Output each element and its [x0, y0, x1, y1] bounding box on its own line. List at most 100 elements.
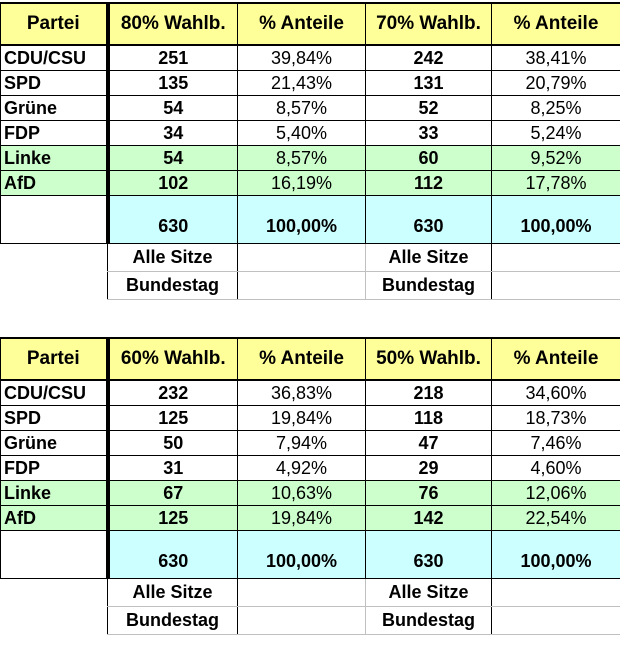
party-name: Grüne [0, 94, 110, 121]
seats-b: 131 [365, 69, 492, 96]
share-b: 4,60% [491, 454, 620, 481]
share-b: 7,46% [491, 429, 620, 456]
table-row: CDU/CSU 251 39,84% 242 38,41% [0, 44, 620, 71]
total-label-empty [0, 194, 110, 244]
footer-empty-cell [237, 270, 366, 300]
footer-label-b: Alle Sitze [365, 242, 492, 272]
party-name: Grüne [0, 429, 110, 456]
header-turnout-b: 70% Wahlb. [365, 2, 492, 46]
footer-empty [1, 578, 108, 606]
share-b: 34,60% [491, 379, 620, 406]
footer-row: Bundestag Bundestag [1, 270, 620, 300]
header-share-b: % Anteile [491, 337, 620, 381]
footer-row: Bundestag Bundestag [1, 605, 620, 635]
seats-b: 118 [365, 404, 492, 431]
share-b: 9,52% [491, 144, 620, 171]
seats-a: 125 [107, 404, 238, 431]
party-name: AfD [0, 504, 110, 531]
footer-row: Alle Sitze Alle Sitze [1, 242, 620, 272]
footer-row: Alle Sitze Alle Sitze [1, 577, 620, 607]
footer-empty-cell [237, 242, 366, 272]
total-share-a: 100,00% [237, 529, 366, 579]
seats-a: 102 [107, 169, 238, 196]
share-a: 39,84% [237, 44, 366, 71]
share-b: 18,73% [491, 404, 620, 431]
party-name: CDU/CSU [0, 44, 110, 71]
header-share-a: % Anteile [237, 337, 366, 381]
seats-b: 112 [365, 169, 492, 196]
party-name: FDP [0, 454, 110, 481]
header-turnout-b: 50% Wahlb. [365, 337, 492, 381]
footer-empty [1, 243, 108, 271]
table-row: AfD 102 16,19% 112 17,78% [0, 169, 620, 196]
seats-b: 60 [365, 144, 492, 171]
footer-label-a: Alle Sitze [107, 242, 238, 272]
share-a: 5,40% [237, 119, 366, 146]
total-row: 630 100,00% 630 100,00% [0, 194, 620, 244]
share-b: 8,25% [491, 94, 620, 121]
share-a: 36,83% [237, 379, 366, 406]
seats-b: 76 [365, 479, 492, 506]
header-share-b: % Anteile [491, 2, 620, 46]
seats-a: 54 [107, 94, 238, 121]
total-seats-a: 630 [107, 194, 238, 244]
seat-distribution-table: Partei 80% Wahlb. % Anteile 70% Wahlb. %… [0, 2, 620, 300]
seats-b: 142 [365, 504, 492, 531]
share-b: 12,06% [491, 479, 620, 506]
header-party: Partei [0, 2, 110, 46]
table-row: AfD 125 19,84% 142 22,54% [0, 504, 620, 531]
seats-b: 29 [365, 454, 492, 481]
party-name: Linke [0, 144, 110, 171]
party-name: SPD [0, 69, 110, 96]
seats-a: 31 [107, 454, 238, 481]
party-name: CDU/CSU [0, 379, 110, 406]
footer-empty [1, 271, 108, 299]
share-a: 21,43% [237, 69, 366, 96]
seats-a: 54 [107, 144, 238, 171]
total-share-a: 100,00% [237, 194, 366, 244]
seats-a: 125 [107, 504, 238, 531]
share-b: 22,54% [491, 504, 620, 531]
seats-a: 50 [107, 429, 238, 456]
party-name: SPD [0, 404, 110, 431]
seats-b: 47 [365, 429, 492, 456]
total-row: 630 100,00% 630 100,00% [0, 529, 620, 579]
share-a: 10,63% [237, 479, 366, 506]
seats-a: 251 [107, 44, 238, 71]
footer-label-b2: Bundestag [365, 605, 492, 635]
header-share-a: % Anteile [237, 2, 366, 46]
party-name: Linke [0, 479, 110, 506]
share-b: 17,78% [491, 169, 620, 196]
total-share-b: 100,00% [491, 194, 620, 244]
header-row: Partei 60% Wahlb. % Anteile 50% Wahlb. %… [0, 337, 620, 381]
table-row: SPD 135 21,43% 131 20,79% [0, 69, 620, 96]
share-b: 5,24% [491, 119, 620, 146]
header-party: Partei [0, 337, 110, 381]
total-seats-b: 630 [365, 529, 492, 579]
share-b: 20,79% [491, 69, 620, 96]
seat-table-2: Partei 60% Wahlb. % Anteile 50% Wahlb. %… [0, 337, 620, 635]
seats-b: 218 [365, 379, 492, 406]
header-turnout-a: 60% Wahlb. [107, 337, 238, 381]
total-share-b: 100,00% [491, 529, 620, 579]
party-name: AfD [0, 169, 110, 196]
header-turnout-a: 80% Wahlb. [107, 2, 238, 46]
share-a: 4,92% [237, 454, 366, 481]
share-a: 16,19% [237, 169, 366, 196]
table-row: Linke 54 8,57% 60 9,52% [0, 144, 620, 171]
share-a: 8,57% [237, 144, 366, 171]
seats-b: 33 [365, 119, 492, 146]
table-row: SPD 125 19,84% 118 18,73% [0, 404, 620, 431]
seats-b: 52 [365, 94, 492, 121]
total-seats-b: 630 [365, 194, 492, 244]
party-name: FDP [0, 119, 110, 146]
seats-a: 67 [107, 479, 238, 506]
table-row: Grüne 50 7,94% 47 7,46% [0, 429, 620, 456]
total-seats-a: 630 [107, 529, 238, 579]
footer-label-a: Alle Sitze [107, 577, 238, 607]
footer-label-b2: Bundestag [365, 270, 492, 300]
footer-label-a2: Bundestag [107, 270, 238, 300]
footer-label-b: Alle Sitze [365, 577, 492, 607]
footer-empty [1, 606, 108, 634]
total-label-empty [0, 529, 110, 579]
